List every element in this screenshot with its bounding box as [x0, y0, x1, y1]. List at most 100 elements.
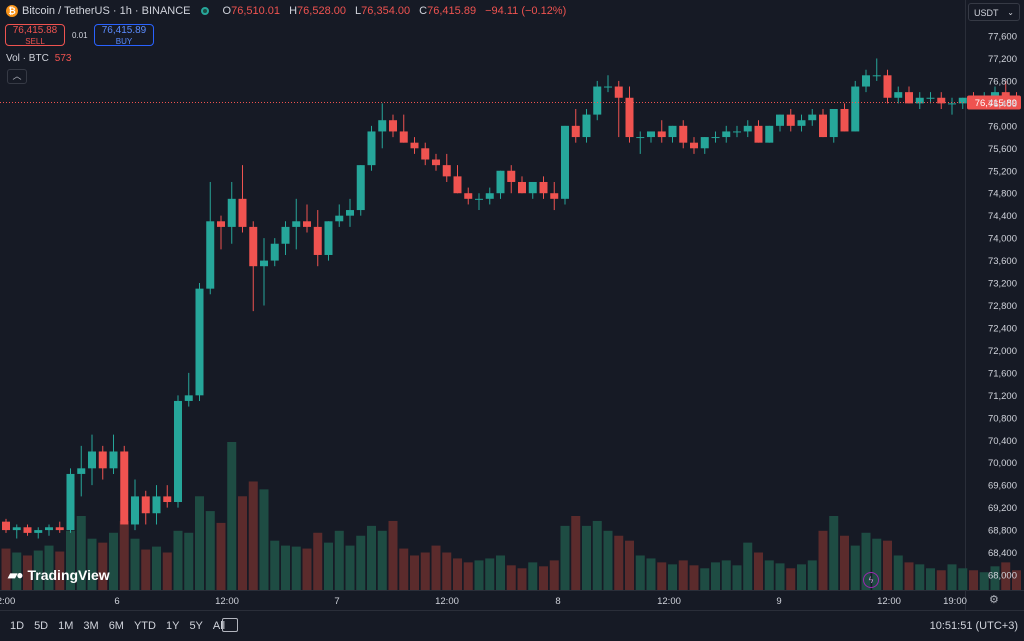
candle-body [55, 527, 64, 531]
volume-bar [743, 542, 753, 590]
volume-bar [883, 540, 892, 590]
calendar-icon[interactable] [222, 618, 238, 632]
volume-bar [829, 516, 839, 590]
lightning-icon[interactable]: ϟ [863, 572, 879, 588]
volume-bar [969, 570, 978, 590]
candle-body [926, 97, 935, 99]
volume-bar [592, 520, 602, 590]
candle-body [700, 137, 709, 149]
volume-bar [872, 538, 882, 590]
range-1d[interactable]: 1D [10, 620, 25, 632]
volume-bar [44, 545, 54, 590]
y-tick-label: 72,000 [988, 346, 1017, 357]
candle-body [12, 527, 21, 531]
volume-value: 573 [54, 53, 72, 64]
collapse-legend-button[interactable]: ︿ [7, 69, 27, 84]
volume-bar [668, 564, 677, 590]
candle-body [23, 527, 32, 533]
candle-body [66, 473, 75, 531]
buy-price: 76,415.89 [101, 25, 147, 36]
tradingview-logo-text: TradingView [27, 567, 110, 583]
volume-bar [195, 496, 204, 590]
candle-body [335, 215, 344, 222]
range-6m[interactable]: 6M [108, 620, 124, 632]
volume-bar [764, 560, 774, 590]
range-3m[interactable]: 3M [83, 620, 99, 632]
y-tick-label: 74,800 [988, 189, 1017, 200]
candle-body [378, 120, 387, 132]
volume-bar [979, 572, 989, 590]
x-tick-label: 19:00 [943, 596, 967, 607]
market-status-icon[interactable] [200, 7, 209, 15]
y-tick-label: 73,600 [988, 256, 1017, 267]
volume-bar [496, 555, 505, 590]
volume-bar [367, 525, 376, 590]
y-tick-label: 72,400 [988, 323, 1017, 334]
volume-bar [732, 565, 742, 590]
candle-body [679, 125, 688, 143]
clock-timezone[interactable]: 10:51:51 (UTC+3) [929, 620, 1018, 632]
y-tick-label: 77,200 [988, 54, 1017, 65]
y-tick-label: 77,600 [988, 32, 1017, 43]
volume-bar [216, 522, 226, 590]
candle-body [776, 114, 784, 126]
close-value: 76,415.89 [427, 5, 477, 17]
chevron-up-icon: ︿ [12, 71, 22, 81]
volume-bar [807, 560, 817, 590]
volume-bar [678, 560, 688, 590]
volume-bar [109, 532, 118, 590]
x-tick-label: 6 [114, 596, 119, 607]
volume-bar [270, 540, 280, 590]
range-5d[interactable]: 5D [34, 620, 49, 632]
x-tick-label: 12:00 [877, 596, 901, 607]
volume-bar [474, 560, 484, 590]
volume-bar [797, 564, 806, 590]
volume-bar [141, 549, 151, 590]
volume-legend[interactable]: Vol · BTC 573 [6, 53, 71, 64]
volume-bar [291, 546, 301, 590]
tradingview-logo[interactable]: ▰● TradingView [8, 567, 110, 583]
candle-body [131, 496, 139, 525]
volume-bar [1012, 570, 1021, 590]
candle-body [464, 193, 473, 199]
candle-body [647, 131, 655, 138]
symbol-header: ₿ Bitcoin / TetherUS · 1h · BINANCE O76,… [6, 5, 566, 17]
open-key: O [222, 5, 232, 17]
volume-bar [754, 552, 763, 590]
candle-body [518, 181, 526, 194]
candle-body [883, 75, 892, 98]
candle-body [367, 131, 376, 166]
volume-bar [227, 442, 237, 590]
candle-body [324, 221, 333, 255]
y-tick-label: 70,000 [988, 458, 1017, 469]
y-tick-label: 71,200 [988, 391, 1017, 402]
symbol-title[interactable]: Bitcoin / TetherUS · 1h · BINANCE [22, 5, 191, 17]
range-5y[interactable]: 5Y [189, 620, 203, 632]
volume-bar [130, 538, 140, 590]
candle-body [442, 165, 451, 177]
price-chart[interactable]: 76,415.89 68,000 68,400 68,800 69,200 69,600… [0, 0, 1024, 610]
volume-bar [1, 548, 11, 590]
volume-bar [442, 552, 452, 590]
volume-bar [162, 552, 172, 590]
range-1y[interactable]: 1Y [165, 620, 180, 632]
candle-body [2, 521, 10, 531]
range-1m[interactable]: 1M [58, 620, 74, 632]
gear-icon[interactable]: ⚙ [989, 594, 999, 606]
buy-button[interactable]: 76,415.89 BUY [94, 24, 154, 46]
candle-body [872, 75, 881, 77]
volume-bar [98, 542, 108, 590]
candle-body [399, 131, 408, 143]
range-ytd[interactable]: YTD [133, 620, 156, 632]
volume-bar [388, 520, 398, 590]
volume-bar [12, 552, 22, 590]
high-key: H [289, 5, 298, 17]
volume-bar [281, 545, 290, 590]
candle-body [636, 137, 645, 139]
sell-button[interactable]: 76,415.88 SELL [5, 24, 65, 46]
high-value: 76,528.00 [297, 5, 346, 17]
currency-selector[interactable]: USDT ⌄ [968, 3, 1020, 21]
candle-body [1001, 92, 1010, 98]
candle-body [260, 260, 268, 267]
candle-body [786, 114, 795, 126]
